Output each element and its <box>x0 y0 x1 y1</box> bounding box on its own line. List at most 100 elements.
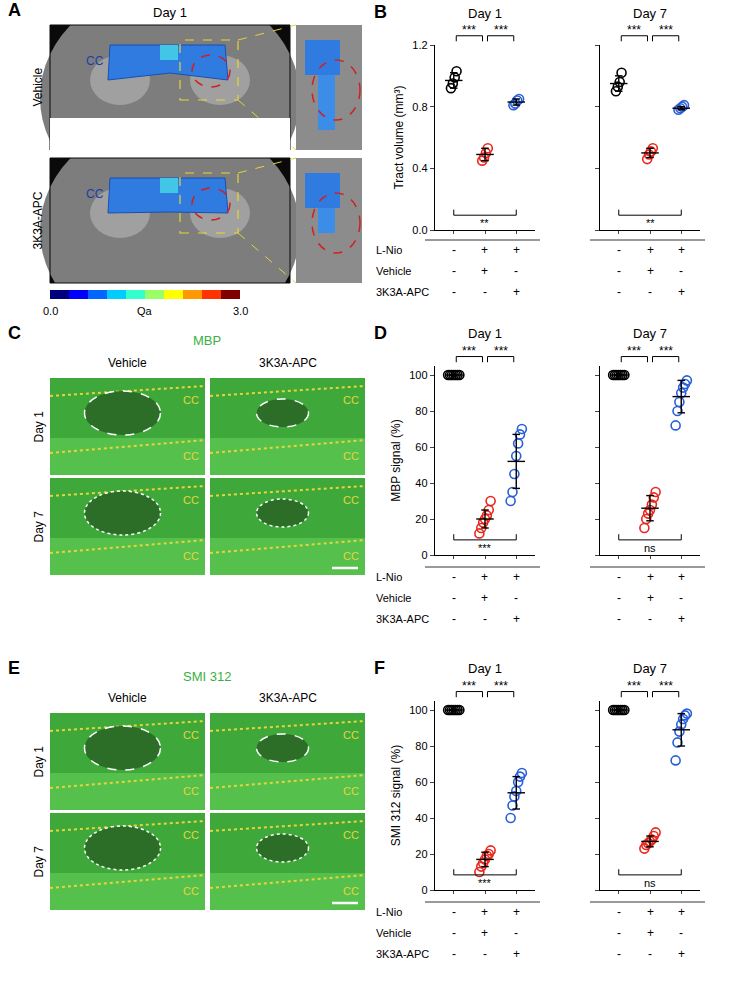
svg-text:***: *** <box>494 23 508 37</box>
svg-text:-: - <box>648 947 652 961</box>
svg-text:-: - <box>452 905 456 919</box>
svg-text:Day 7: Day 7 <box>32 846 46 878</box>
svg-text:CC: CC <box>183 450 199 462</box>
svg-text:ns: ns <box>644 877 656 889</box>
svg-text:CC: CC <box>183 729 199 741</box>
svg-text:Day 1: Day 1 <box>32 411 46 443</box>
svg-text:0.0: 0.0 <box>412 224 427 236</box>
svg-text:L-Nio: L-Nio <box>376 571 402 583</box>
svg-text:Vehicle: Vehicle <box>108 691 147 705</box>
svg-text:***: *** <box>462 344 476 358</box>
svg-text:-: - <box>452 285 456 299</box>
svg-text:+: + <box>481 570 488 584</box>
svg-text:1.2: 1.2 <box>412 39 427 51</box>
svg-text:3K3A-APC: 3K3A-APC <box>376 613 429 625</box>
svg-text:Tract volume (mm³): Tract volume (mm³) <box>392 85 406 189</box>
svg-text:+: + <box>647 591 654 605</box>
svg-text:CC: CC <box>343 394 359 406</box>
svg-text:+: + <box>678 570 685 584</box>
svg-text:3K3A-APC: 3K3A-APC <box>376 948 429 960</box>
svg-text:+: + <box>678 612 685 626</box>
svg-text:-: - <box>514 926 518 940</box>
svg-text:CC: CC <box>183 394 199 406</box>
svg-text:C: C <box>8 323 21 343</box>
svg-text:L-Nio: L-Nio <box>376 244 402 256</box>
svg-text:Day 7: Day 7 <box>633 661 667 676</box>
svg-text:100: 100 <box>409 704 427 716</box>
svg-text:+: + <box>678 285 685 299</box>
svg-text:-: - <box>679 591 683 605</box>
svg-text:+: + <box>513 570 520 584</box>
svg-text:+: + <box>678 243 685 257</box>
svg-text:-: - <box>617 591 621 605</box>
svg-text:+: + <box>481 905 488 919</box>
svg-text:-: - <box>617 947 621 961</box>
svg-text:3K3A-APC: 3K3A-APC <box>259 356 317 370</box>
svg-text:-: - <box>452 264 456 278</box>
svg-text:Vehicle: Vehicle <box>376 592 411 604</box>
svg-text:-: - <box>452 947 456 961</box>
svg-text:3K3A-APC: 3K3A-APC <box>259 691 317 705</box>
svg-text:-: - <box>617 905 621 919</box>
svg-text:-: - <box>617 612 621 626</box>
svg-text:**: ** <box>480 217 489 229</box>
svg-text:CC: CC <box>183 550 199 562</box>
svg-text:-: - <box>617 264 621 278</box>
svg-text:100: 100 <box>409 369 427 381</box>
svg-text:-: - <box>617 243 621 257</box>
svg-text:Day 1: Day 1 <box>468 661 502 676</box>
svg-text:+: + <box>481 926 488 940</box>
svg-text:0.8: 0.8 <box>412 101 427 113</box>
svg-text:MBP: MBP <box>193 333 221 348</box>
svg-text:Day 1: Day 1 <box>468 6 502 21</box>
svg-text:+: + <box>647 905 654 919</box>
svg-text:Vehicle: Vehicle <box>376 265 411 277</box>
svg-text:B: B <box>374 2 387 22</box>
svg-text:40: 40 <box>415 477 427 489</box>
svg-text:-: - <box>483 285 487 299</box>
svg-text:***: *** <box>494 679 508 693</box>
svg-text:+: + <box>481 591 488 605</box>
svg-text:+: + <box>513 285 520 299</box>
svg-text:+: + <box>678 905 685 919</box>
svg-text:L-Nio: L-Nio <box>376 906 402 918</box>
svg-text:Day 7: Day 7 <box>32 511 46 543</box>
svg-text:+: + <box>481 243 488 257</box>
svg-text:+: + <box>647 264 654 278</box>
svg-text:***: *** <box>478 542 492 554</box>
svg-text:-: - <box>617 285 621 299</box>
svg-text:CC: CC <box>183 494 199 506</box>
svg-text:-: - <box>452 591 456 605</box>
svg-text:-: - <box>679 264 683 278</box>
svg-text:CC: CC <box>86 54 104 68</box>
svg-text:Vehicle: Vehicle <box>376 927 411 939</box>
svg-text:+: + <box>513 612 520 626</box>
svg-text:0: 0 <box>421 884 427 896</box>
svg-text:***: *** <box>462 23 476 37</box>
svg-text:-: - <box>514 264 518 278</box>
svg-text:**: ** <box>646 217 655 229</box>
svg-text:+: + <box>513 243 520 257</box>
svg-text:A: A <box>8 0 21 20</box>
svg-text:***: *** <box>627 344 641 358</box>
svg-text:+: + <box>647 570 654 584</box>
svg-text:Day 1: Day 1 <box>32 746 46 778</box>
svg-text:60: 60 <box>415 441 427 453</box>
svg-text:+: + <box>647 926 654 940</box>
svg-text:***: *** <box>627 23 641 37</box>
svg-text:CC: CC <box>343 450 359 462</box>
svg-text:+: + <box>678 947 685 961</box>
svg-text:+: + <box>481 264 488 278</box>
svg-text:-: - <box>483 612 487 626</box>
svg-text:3.0: 3.0 <box>233 305 248 317</box>
svg-text:+: + <box>513 947 520 961</box>
svg-text:SMI 312: SMI 312 <box>183 669 231 684</box>
svg-text:+: + <box>647 243 654 257</box>
svg-text:-: - <box>648 612 652 626</box>
svg-text:CC: CC <box>183 829 199 841</box>
svg-text:CC: CC <box>343 829 359 841</box>
svg-text:Qa: Qa <box>137 305 153 317</box>
svg-text:***: *** <box>478 877 492 889</box>
svg-text:80: 80 <box>415 740 427 752</box>
svg-text:***: *** <box>659 23 673 37</box>
